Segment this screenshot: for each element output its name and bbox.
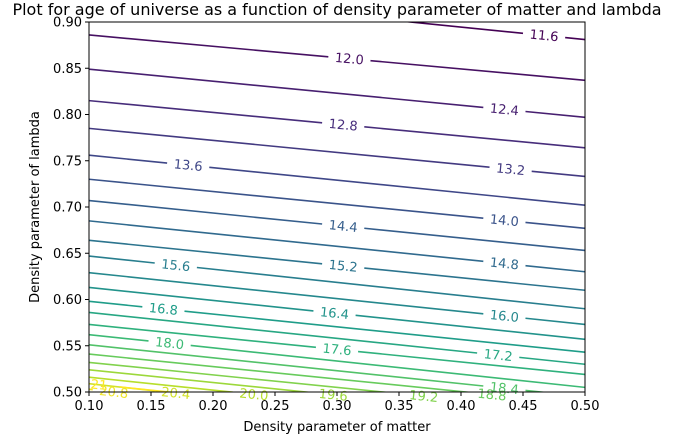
x-tick-label: 0.45 <box>509 399 538 414</box>
contour-line-segment <box>89 286 314 312</box>
contour-line-segment <box>190 344 585 389</box>
contour-line-segment <box>89 220 484 263</box>
contour-line-segment <box>89 333 149 342</box>
contour-line-segment <box>209 166 585 206</box>
contour-line-segment <box>196 266 585 310</box>
contour-label: 18.0 <box>154 335 184 353</box>
chart-title: Plot for age of universe as a function o… <box>12 0 661 19</box>
contour-label: 12.4 <box>489 102 519 120</box>
contour-line-segment <box>364 227 585 252</box>
contour-line-segment <box>89 178 484 220</box>
contour-line-segment <box>89 344 484 387</box>
y-tick-label: 0.50 <box>53 386 82 401</box>
y-tick-label: 0.85 <box>53 62 82 77</box>
contour-line-segment <box>525 389 549 392</box>
contour-label: 14.8 <box>489 256 519 274</box>
contour-line-segment <box>525 221 585 230</box>
contour-label: 15.6 <box>161 257 191 275</box>
contour-label: 15.2 <box>328 258 358 276</box>
x-tick-label: 0.40 <box>447 399 476 414</box>
contour-line-segment <box>89 369 313 392</box>
contour-label: 13.6 <box>173 157 203 175</box>
contour-line-segment <box>531 170 585 178</box>
contour-line-segment <box>525 110 585 119</box>
x-tick-label: 0.35 <box>385 399 414 414</box>
contour-line-segment <box>357 350 585 376</box>
contour-label: 20.4 <box>160 385 190 403</box>
x-tick-label: 0.50 <box>571 399 600 414</box>
y-tick-label: 0.70 <box>53 201 82 216</box>
y-axis-label: Density parameter of lambda <box>28 111 43 303</box>
x-tick-label: 0.10 <box>75 399 104 414</box>
y-tick-label: 0.65 <box>53 247 82 262</box>
x-tick-label: 0.20 <box>199 399 228 414</box>
contour-line-segment <box>355 314 585 341</box>
contour-label: 12.0 <box>334 51 364 69</box>
contour-label: 19.6 <box>318 387 348 405</box>
contour-line-segment <box>402 22 524 35</box>
contour-label: 17.2 <box>483 347 513 365</box>
contour-line-segment <box>184 310 585 354</box>
y-axis-ticks: 0.50 0.55 0.60 0.65 0.70 0.75 0.80 0.85 0.90 <box>53 16 89 401</box>
contour-line-segment <box>370 59 585 82</box>
contour-label: 13.2 <box>495 161 525 179</box>
contour-label: 21 <box>90 377 108 394</box>
contour-line-segment <box>364 267 585 292</box>
contour-line-segment <box>364 126 585 149</box>
contour-line-segment <box>525 317 585 326</box>
contour-line-segment <box>89 154 168 164</box>
contour-label: 16.0 <box>489 308 519 326</box>
contour-line-segment <box>89 361 391 392</box>
contour-labels: 11.6 12.0 12.4 12.8 13.2 13.6 14.0 14.4 14.8 15.2… <box>90 28 559 406</box>
contour-label: 17.6 <box>322 342 352 360</box>
y-tick-label: 0.60 <box>53 293 82 308</box>
contour-line-segment <box>89 68 484 109</box>
x-tick-label: 0.15 <box>137 399 166 414</box>
contour-label: 18.4 <box>489 380 519 398</box>
contour-line-segment <box>519 356 585 366</box>
contour-label: 19.2 <box>409 388 439 406</box>
contour-line-segment <box>565 36 585 41</box>
contour-label: 11.6 <box>529 28 559 46</box>
y-tick-label: 0.75 <box>53 154 82 169</box>
x-tick-label: 0.30 <box>323 399 352 414</box>
contour-line-segment <box>525 264 585 273</box>
contour-line-segment <box>89 199 323 225</box>
x-tick-label: 0.25 <box>261 399 290 414</box>
contour-line-segment <box>89 300 143 308</box>
contour-line-segment <box>89 99 323 124</box>
contour-label: 18.8 <box>477 387 507 405</box>
contour-line-segment <box>89 239 323 265</box>
contour-lines <box>89 22 585 392</box>
contour-line-segment <box>89 34 329 58</box>
contour-line-segment <box>89 127 490 169</box>
x-axis-label: Density parameter of matter <box>243 420 431 435</box>
contour-line-segment <box>89 376 233 392</box>
contour-line-segment <box>89 255 155 264</box>
y-tick-label: 0.90 <box>53 16 82 31</box>
contour-line-segment <box>89 271 484 315</box>
contour-label: 16.4 <box>319 305 349 323</box>
y-tick-label: 0.80 <box>53 108 82 123</box>
contour-label: 20.0 <box>239 386 269 404</box>
contour-label: 14.0 <box>489 212 519 230</box>
contour-label: 12.8 <box>328 117 358 135</box>
contour-label: 20.8 <box>98 384 128 402</box>
x-axis-ticks: 0.10 0.15 0.20 0.25 0.30 0.35 0.40 0.45 0.50 <box>75 392 600 414</box>
contour-line-segment <box>89 323 317 349</box>
contour-line-segment <box>89 353 472 392</box>
y-tick-label: 0.55 <box>53 339 82 354</box>
contour-line-segment <box>89 311 478 354</box>
contour-label: 14.4 <box>328 218 358 236</box>
contour-label: 16.8 <box>148 301 178 319</box>
